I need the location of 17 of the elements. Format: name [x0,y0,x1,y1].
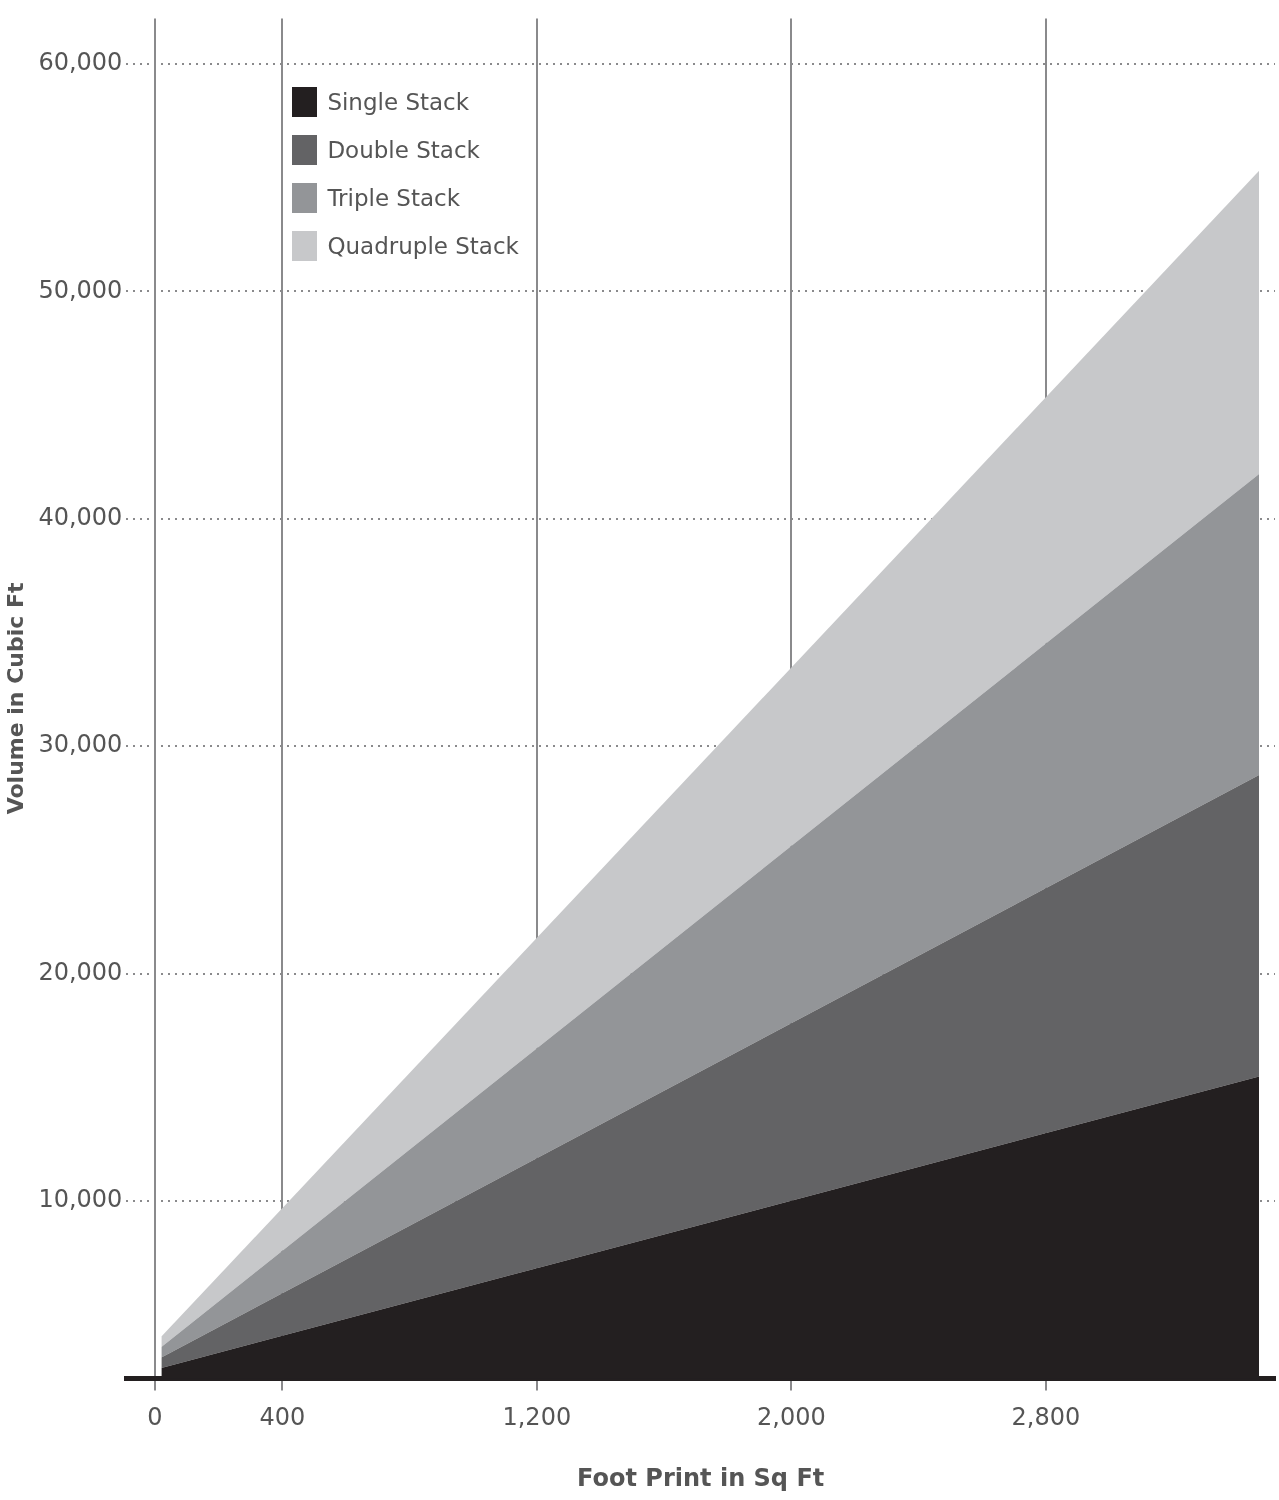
y-tick-label: 30,000 [38,730,123,759]
y-tick-label: 10,000 [38,1185,123,1214]
legend-label: Quadruple Stack [327,233,519,260]
legend-label: Single Stack [327,89,470,116]
x-tick-label: 2,000 [757,1403,826,1432]
legend-label: Triple Stack [327,185,461,212]
y-tick-label: 50,000 [38,275,123,304]
x-tick-label: 2,800 [1011,1403,1081,1432]
y-tick-label: 20,000 [38,957,123,986]
x-tick-label: 400 [259,1403,306,1432]
y-tick-label: 40,000 [38,502,123,531]
x-tick-label: 1,200 [502,1403,572,1432]
x-tick-label: 0 [147,1403,163,1432]
legend-label: Double Stack [327,137,480,164]
y-axis-title: Volume in Cubic Ft [2,582,28,815]
y-tick-label: 60,000 [38,48,123,77]
x-axis-title: Foot Print in Sq Ft [577,1463,825,1492]
